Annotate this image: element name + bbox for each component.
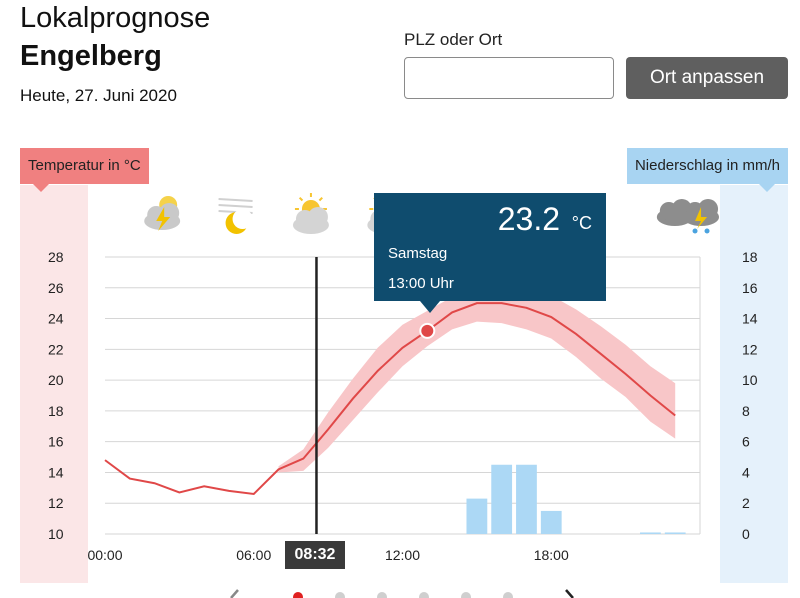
- y-left-tick-label: 10: [48, 526, 64, 542]
- x-tick-label: 06:00: [236, 547, 271, 563]
- y-left-tick-label: 12: [48, 495, 64, 511]
- x-tick-label: 18:00: [534, 547, 569, 563]
- precipitation-bar: [540, 510, 562, 534]
- tooltip-time: 13:00 Uhr: [388, 275, 454, 292]
- precipitation-bar: [516, 464, 537, 534]
- precipitation-bar: [466, 498, 488, 534]
- day-dot[interactable]: [461, 592, 471, 598]
- thunder-cloud-night-icon: [144, 196, 181, 231]
- precipitation-axis-band: [720, 185, 788, 583]
- tooltip-day: Samstag: [388, 245, 448, 262]
- precipitation-bar: [491, 464, 513, 534]
- precipitation-bar: [640, 532, 661, 534]
- y-left-tick-label: 14: [48, 464, 64, 480]
- location-search-input[interactable]: [404, 57, 614, 99]
- temperature-axis-label: Temperatur in °C: [20, 148, 149, 192]
- page-title: Lokalprognose: [20, 2, 211, 34]
- y-right-tick-label: 16: [742, 280, 758, 296]
- day-dot-active[interactable]: [293, 592, 303, 598]
- cloud-icon: [656, 199, 693, 226]
- x-tick-label: 12:00: [385, 547, 420, 563]
- y-right-tick-label: 0: [742, 526, 750, 542]
- y-right-tick-label: 6: [742, 434, 750, 450]
- next-day-arrow-icon[interactable]: [565, 589, 574, 598]
- y-left-tick-label: 22: [48, 341, 64, 357]
- y-left-tick-label: 28: [48, 249, 64, 265]
- y-right-tick-label: 8: [742, 403, 750, 419]
- temperature-axis-band: [20, 185, 88, 583]
- tooltip-temperature-unit: °C: [571, 213, 592, 233]
- y-left-tick-label: 24: [48, 311, 64, 327]
- selected-temperature-point: [419, 322, 436, 339]
- y-right-tick-label: 14: [742, 311, 758, 327]
- y-left-tick-label: 20: [48, 372, 64, 388]
- y-right-tick-label: 10: [742, 372, 758, 388]
- current-time-marker-label[interactable]: 08:32: [285, 541, 345, 569]
- precipitation-axis-label: Niederschlag in mm/h: [626, 148, 788, 192]
- thunder-rain-icon: [683, 199, 720, 234]
- precipitation-bar: [664, 532, 686, 534]
- day-dot[interactable]: [335, 592, 345, 598]
- forecast-tooltip: 23.2 °C Samstag 13:00 Uhr: [374, 193, 606, 313]
- prev-day-arrow-icon[interactable]: [230, 589, 239, 598]
- location-name: Engelberg: [20, 40, 162, 72]
- adjust-location-button[interactable]: Ort anpassen: [626, 57, 788, 99]
- y-right-tick-label: 2: [742, 495, 750, 511]
- fog-moon-icon: [218, 198, 253, 234]
- y-right-tick-label: 4: [742, 464, 750, 480]
- search-label: PLZ oder Ort: [404, 30, 503, 49]
- temperature-range-band: [278, 283, 676, 473]
- x-tick-label: 00:00: [87, 547, 122, 563]
- forecast-date: Heute, 27. Juni 2020: [20, 86, 177, 105]
- day-dot[interactable]: [503, 592, 513, 598]
- y-right-tick-label: 18: [742, 249, 758, 265]
- y-left-tick-label: 26: [48, 280, 64, 296]
- partly-sunny-icon: [292, 193, 329, 234]
- y-left-tick-label: 18: [48, 403, 64, 419]
- y-right-tick-label: 12: [742, 341, 758, 357]
- temperature-line: [104, 302, 676, 496]
- y-left-tick-label: 16: [48, 434, 64, 450]
- day-dot[interactable]: [377, 592, 387, 598]
- tooltip-temperature-value: 23.2: [497, 201, 560, 237]
- day-dot[interactable]: [419, 592, 429, 598]
